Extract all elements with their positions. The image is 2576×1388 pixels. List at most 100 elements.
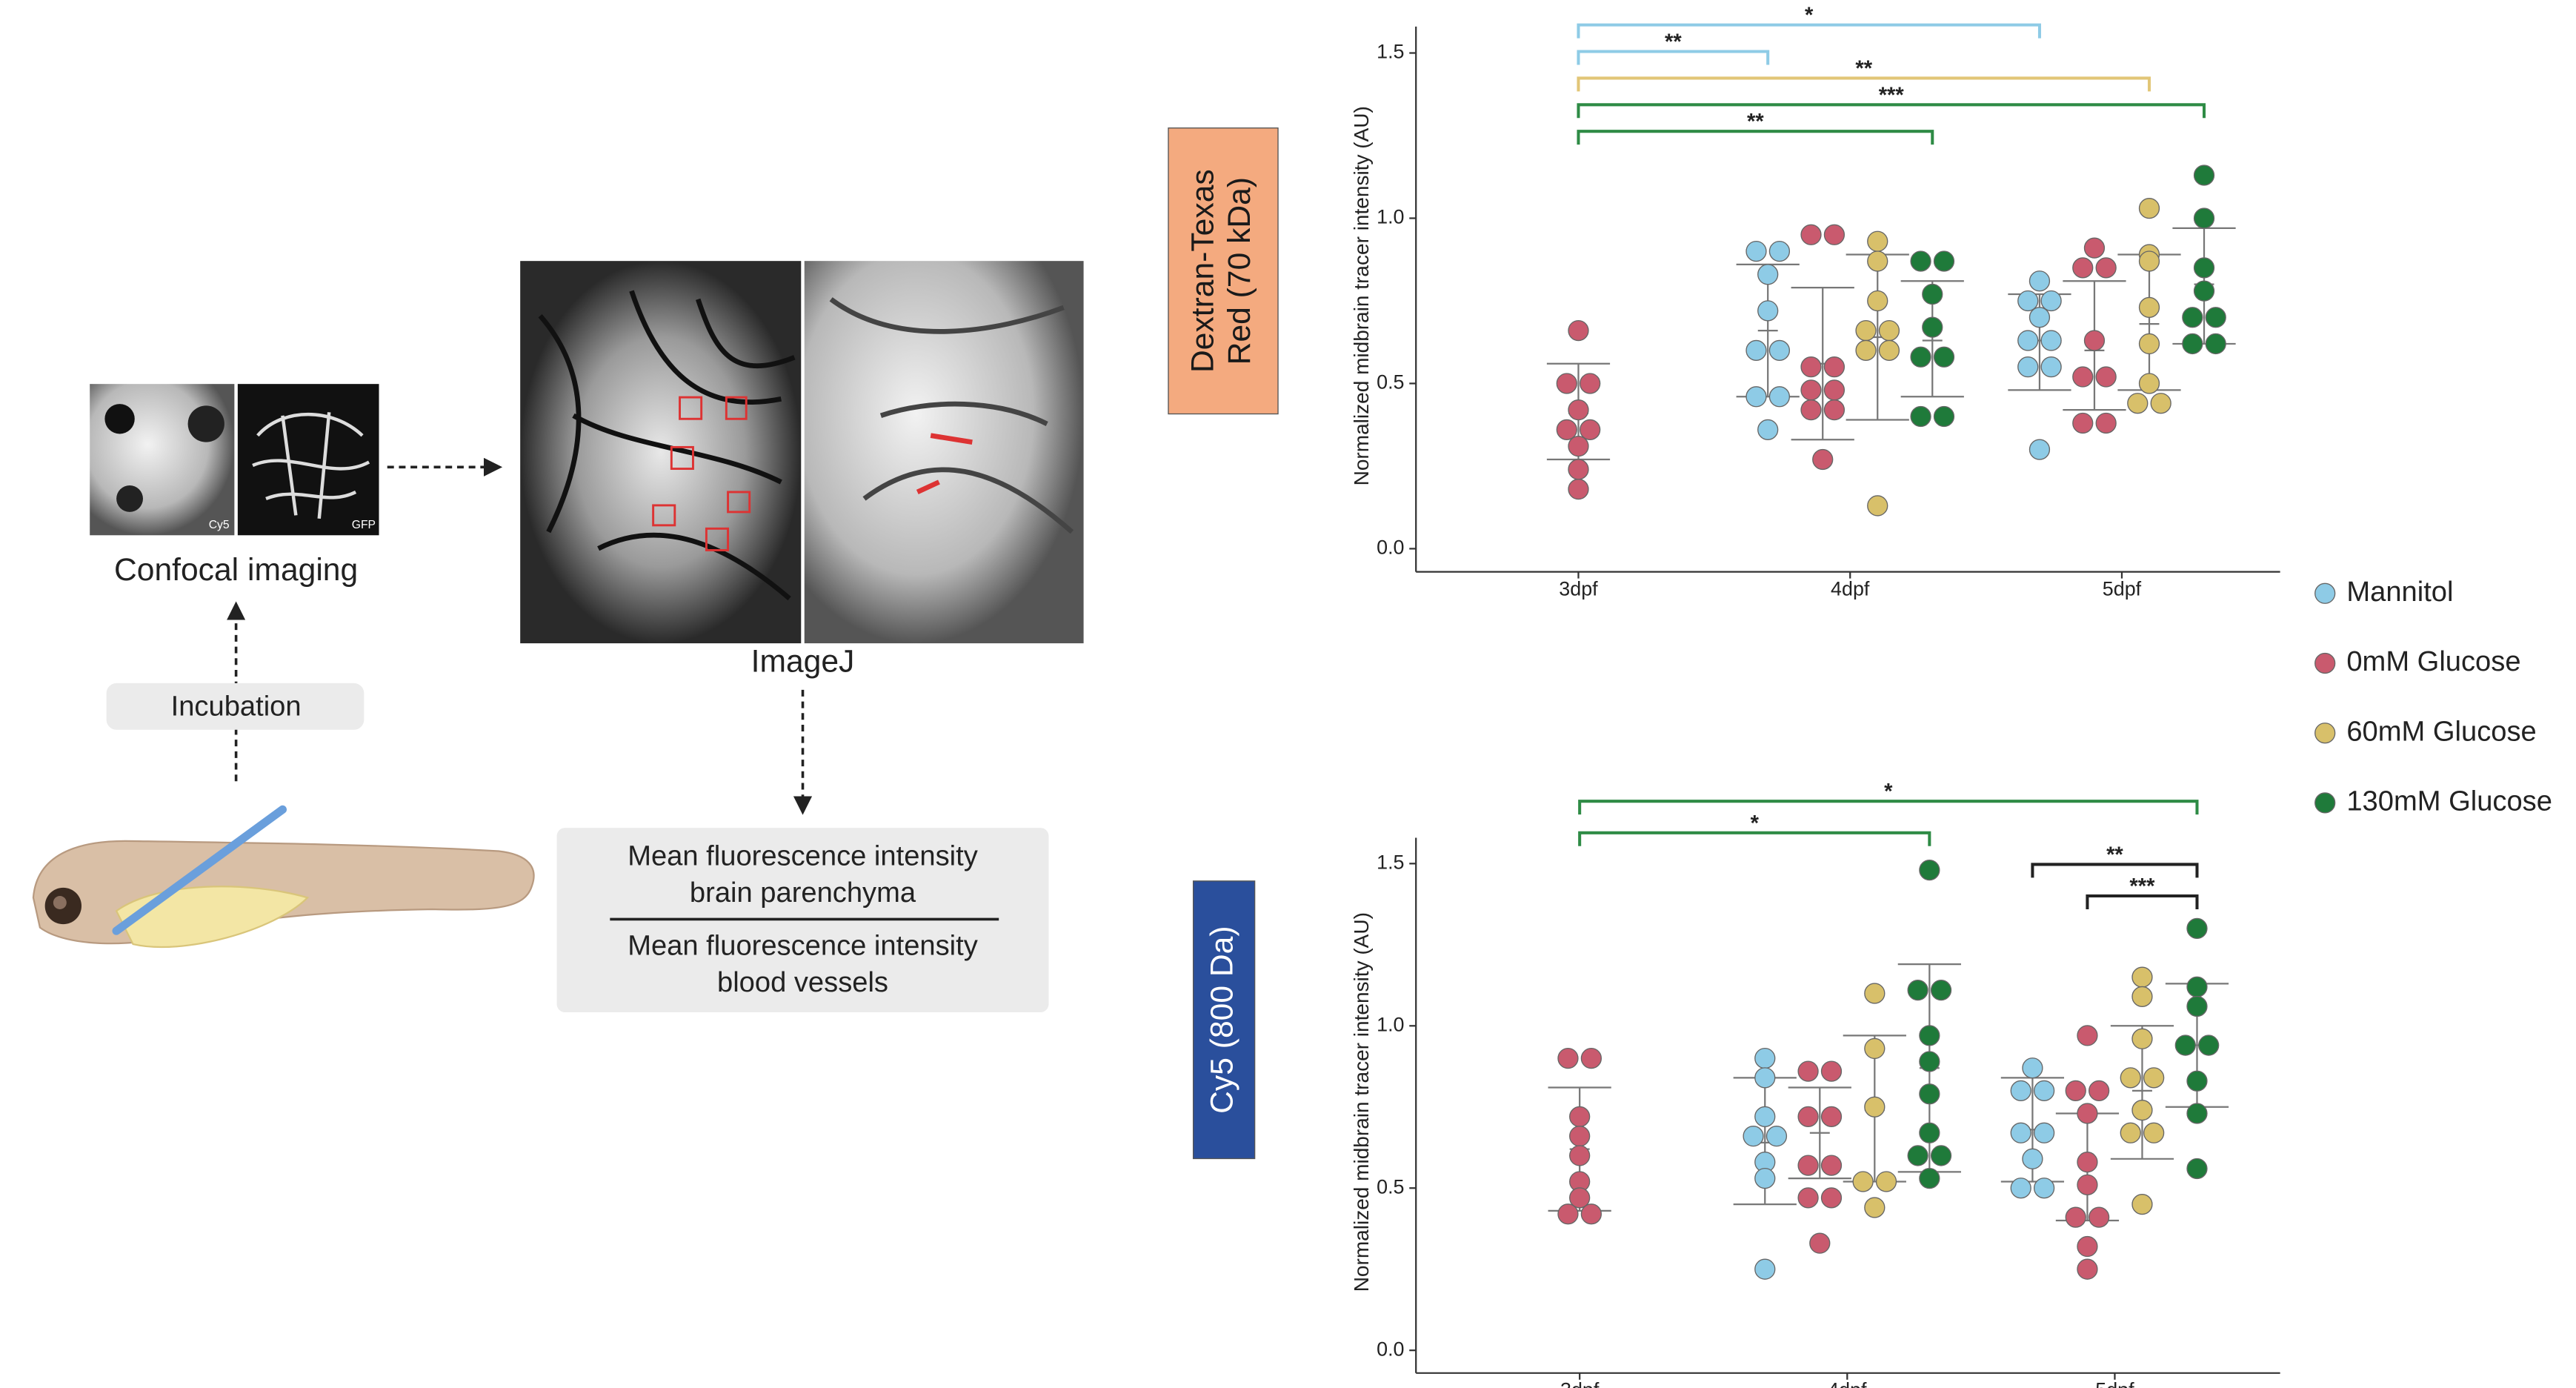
data-point [2073,367,2093,387]
data-point [2073,258,2093,278]
data-point [1853,1172,1873,1192]
data-point [2187,1158,2207,1178]
data-point [2187,997,2207,1017]
data-point [2187,1071,2207,1091]
data-point [1581,1049,1601,1069]
data-point [2077,1152,2097,1172]
data-point [1769,242,1789,262]
image-detail [188,405,224,442]
data-point [2041,357,2061,377]
data-point [2140,373,2160,394]
data-point [1758,419,1778,439]
data-point [1769,340,1789,360]
data-point [1570,1106,1590,1126]
data-point [1868,231,1888,251]
data-point [1920,860,1940,880]
legend-label: 60mM Glucose [2346,715,2536,747]
y-tick-label: 0.5 [1377,1175,1404,1198]
significance-label: ** [1855,57,1872,81]
legend-label: Mannitol [2346,576,2453,608]
data-point [1801,225,1821,245]
y-tick-label: 1.0 [1377,1013,1404,1035]
data-point [1868,291,1888,311]
page: Cy5 GFP Confocal imaging Incubation Imag… [0,0,2576,1388]
x-tick-label: 3dpf [1560,1379,1600,1388]
data-point [1746,340,1766,360]
x-tick-label: 3dpf [1559,577,1598,600]
data-point [2077,1175,2097,1195]
data-point [1920,1052,1940,1072]
data-point [2132,1029,2152,1049]
data-point [2041,331,2061,351]
data-point [1568,459,1588,479]
data-point [1568,436,1588,456]
data-point [1801,400,1821,420]
x-tick-label: 5dpf [2095,1379,2134,1388]
data-point [1743,1126,1763,1146]
data-point [1920,1026,1940,1046]
data-point [1923,285,1943,305]
gfp-image [238,384,379,535]
data-point [2023,1149,2043,1169]
panel-label: Red (70 kDa) [1222,177,1257,365]
data-point [2034,1080,2054,1100]
data-point [2029,271,2049,291]
data-point [1558,1049,1578,1069]
x-tick-label: 5dpf [2103,577,2142,600]
data-point [1824,225,1844,245]
data-point [1755,1106,1775,1126]
image-detail [104,404,134,434]
incubation-label: Incubation [171,691,302,723]
data-point [1798,1061,1818,1081]
data-point [2077,1103,2097,1123]
significance-label: * [1751,811,1760,835]
data-point [1769,387,1789,407]
panel-label: Cy5 (800 Da) [1204,926,1239,1113]
data-point [2029,439,2049,459]
data-point [2066,1207,2086,1227]
y-tick-label: 0.0 [1377,537,1404,559]
panel-label: Dextran-Texas [1185,169,1221,373]
data-point [1920,1084,1940,1104]
data-point [2011,1080,2031,1100]
legend-swatch [2315,793,2335,813]
data-point [1865,1038,1885,1058]
data-point [1822,1188,1842,1208]
data-point [1801,380,1821,400]
data-point [1934,407,1954,427]
data-point [2144,1123,2164,1143]
fish-eye-glint [53,896,67,909]
legend-swatch [2315,723,2335,743]
y-axis-label: Normalized midbrain tracer intensity (AU… [1350,912,1373,1292]
data-point [2183,308,2203,328]
data-point [2140,297,2160,317]
data-point [2029,308,2049,328]
data-point [2151,394,2171,414]
y-tick-label: 1.5 [1377,851,1404,873]
data-point [2077,1259,2097,1279]
data-point [2128,394,2148,414]
data-point [2034,1123,2054,1143]
data-point [1908,980,1928,1000]
data-point [1813,450,1833,470]
data-point [1911,407,1931,427]
data-point [2041,291,2061,311]
data-point [2077,1237,2097,1257]
gfp-tag: GFP [352,519,376,531]
y-tick-label: 1.0 [1377,206,1404,228]
significance-label: *** [2129,875,2155,899]
confocal-label: Confocal imaging [114,552,358,588]
data-point [1822,1061,1842,1081]
data-point [2194,258,2214,278]
data-point [2023,1058,2043,1078]
cy5-micrograph [520,261,801,643]
data-point [1798,1106,1818,1126]
imagej-images [520,261,1083,643]
data-point [2140,333,2160,353]
data-point [1877,1172,1897,1192]
data-point [1931,980,1951,1000]
data-point [1931,1146,1951,1166]
confocal-images: Cy5 GFP [90,384,379,535]
data-point [1824,400,1844,420]
numerator-line: brain parenchyma [690,877,916,909]
